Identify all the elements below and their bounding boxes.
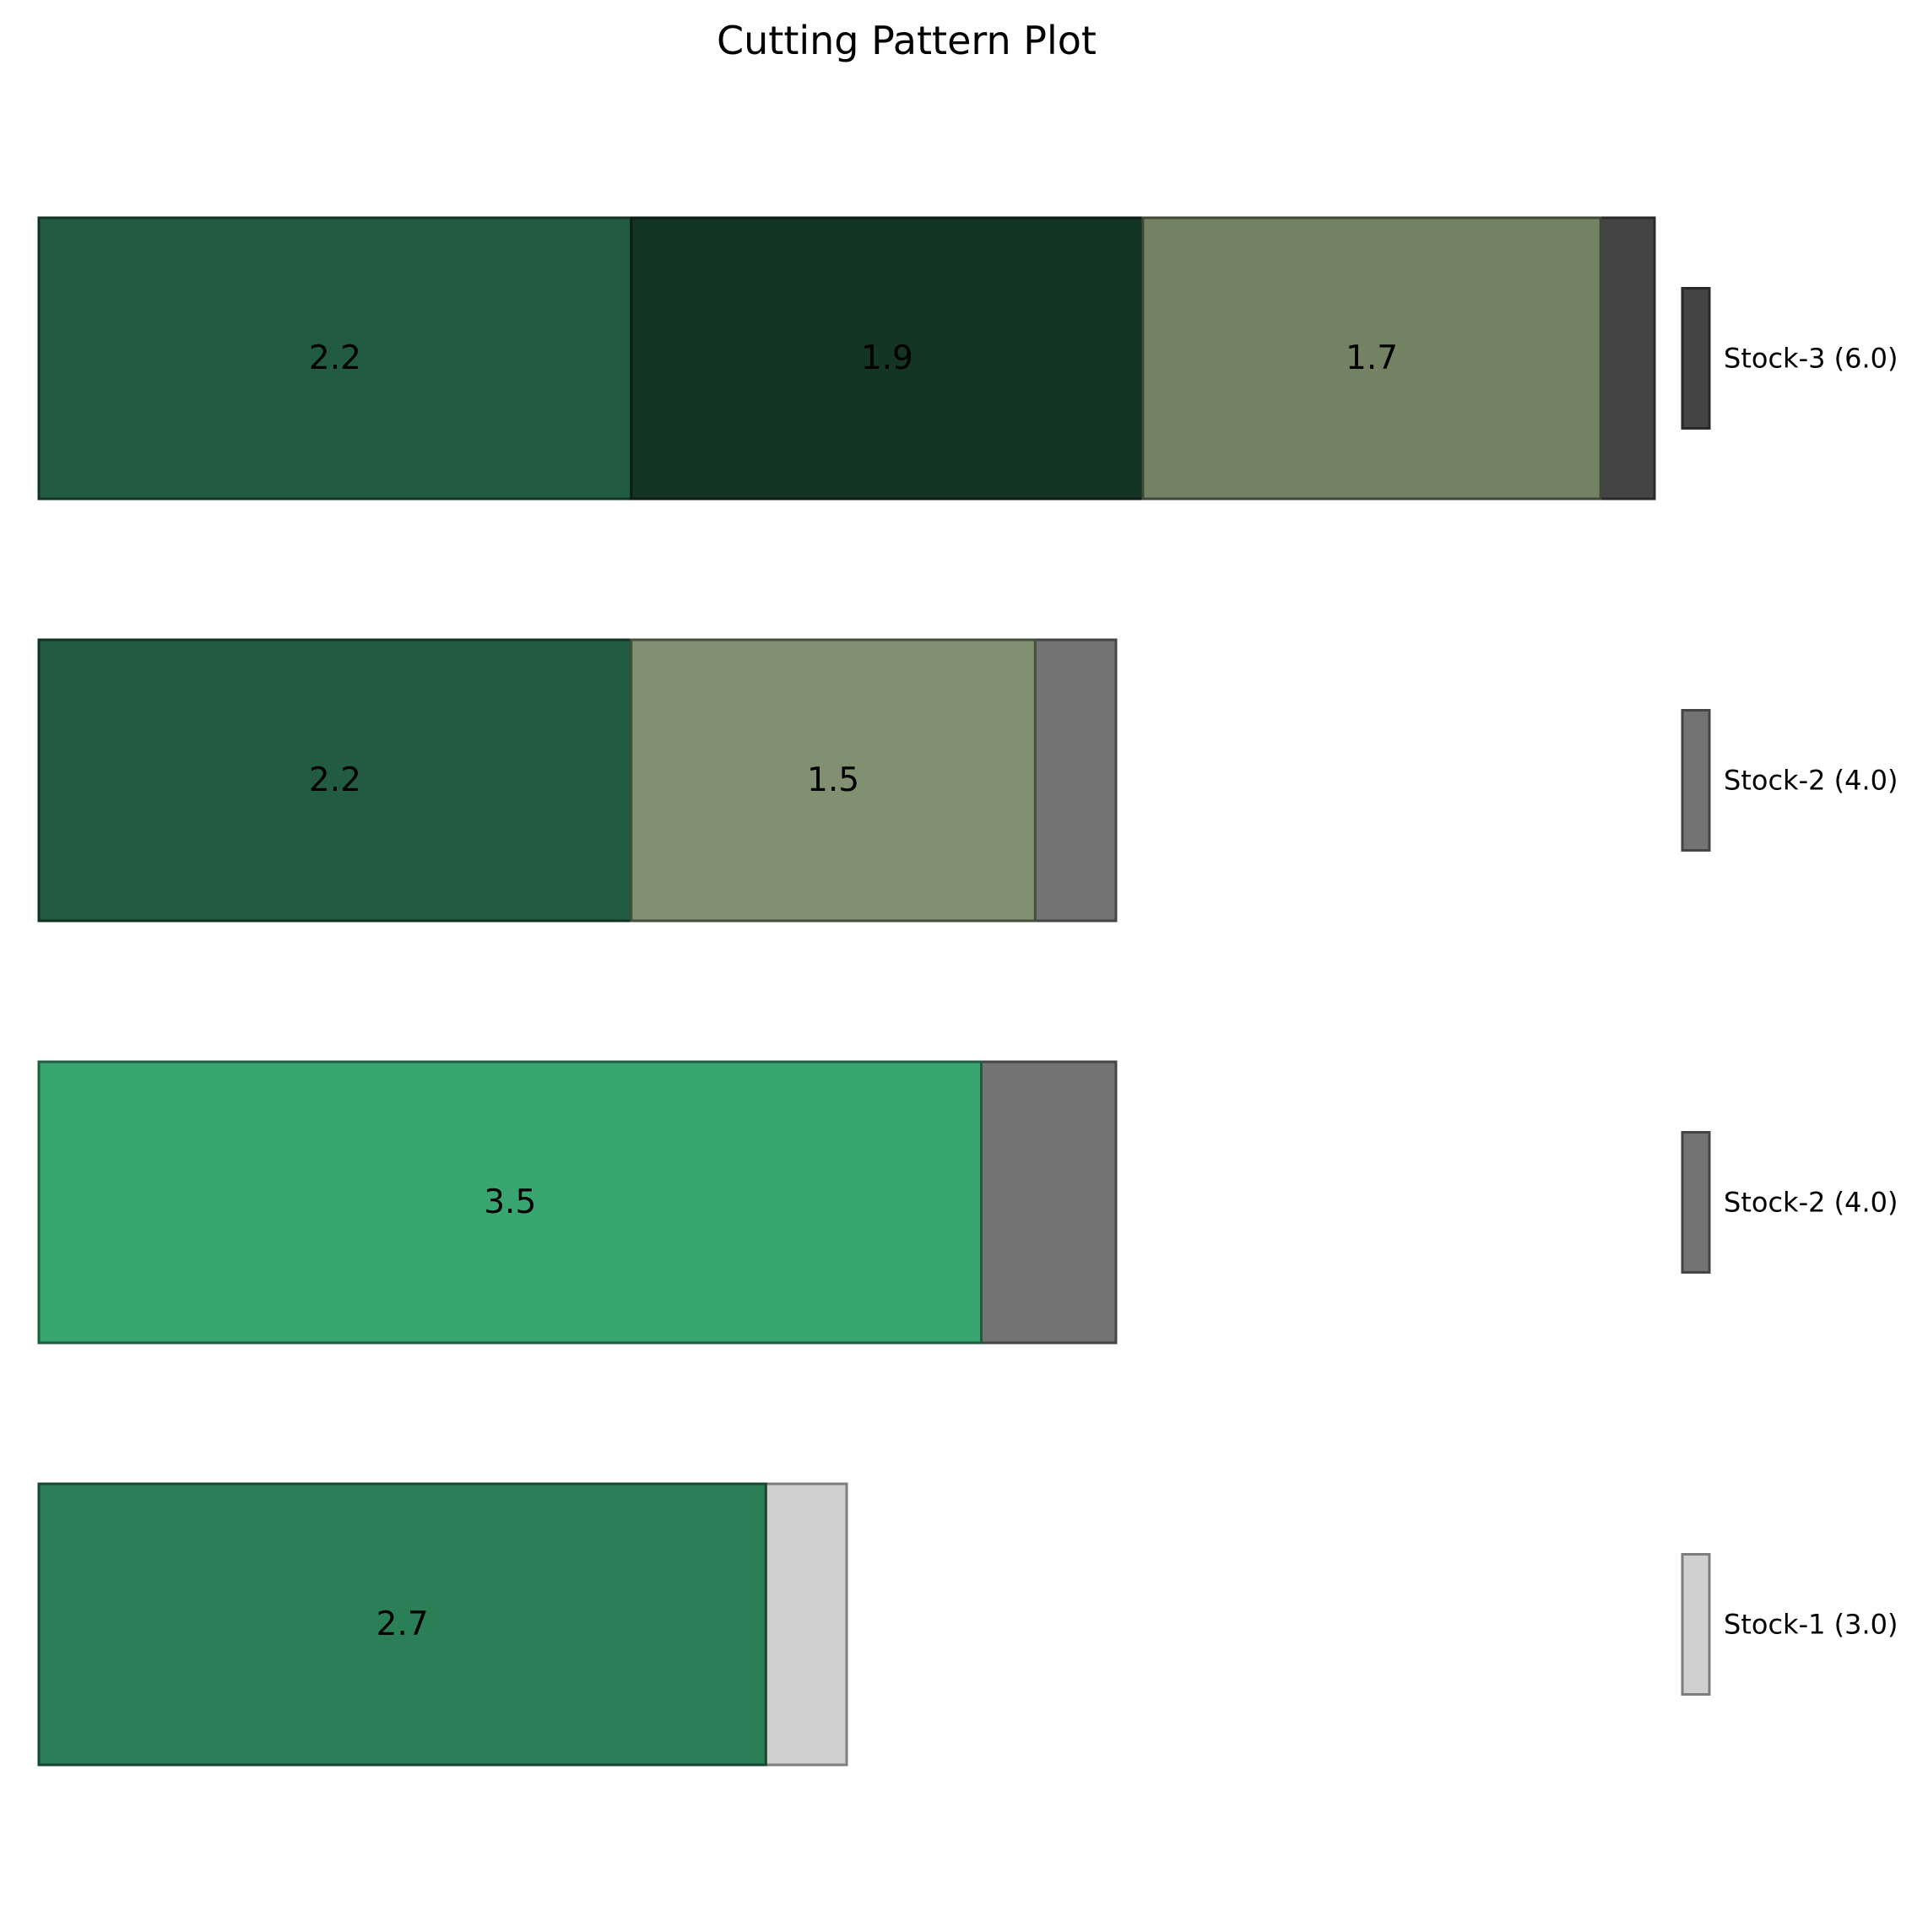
- piece-segment: [630, 216, 1145, 501]
- legend-entry: Stock-2 (4.0): [1681, 709, 1898, 852]
- legend-swatch: [1681, 709, 1711, 852]
- stock-bar-3: 3.5: [37, 1060, 1118, 1345]
- chart-title: Cutting Pattern Plot: [717, 18, 1097, 63]
- piece-segment: [37, 638, 633, 923]
- legend-entry: Stock-1 (3.0): [1681, 1553, 1898, 1696]
- legend-label: Stock-1 (3.0): [1724, 1609, 1898, 1641]
- piece-value-label: 2.7: [376, 1605, 429, 1643]
- legend-label: Stock-3 (6.0): [1724, 343, 1898, 375]
- piece-value-label: 1.9: [861, 339, 913, 377]
- legend-swatch: [1681, 1553, 1711, 1696]
- piece-value-label: 2.2: [309, 761, 361, 799]
- stock-bar-2: 2.2 1.5: [37, 638, 1118, 923]
- legend-swatch: [1681, 287, 1711, 430]
- piece-value-label: 1.5: [807, 761, 859, 799]
- legend-label: Stock-2 (4.0): [1724, 1187, 1898, 1219]
- piece-segment: [37, 1060, 983, 1345]
- piece-value-label: 1.7: [1346, 339, 1398, 377]
- piece-value-label: 2.2: [309, 339, 361, 377]
- legend-swatch: [1681, 1131, 1711, 1274]
- bars-layer: 2.2 1.9 1.7 2.2 1.5 3.5 2.7: [37, 216, 1656, 1767]
- legend-layer: Stock-3 (6.0) Stock-2 (4.0) Stock-2 (4.0) S…: [1681, 287, 1898, 1696]
- piece-value-label: 3.5: [484, 1183, 536, 1221]
- piece-segment: [630, 638, 1037, 923]
- piece-segment: [37, 216, 633, 501]
- legend-label: Stock-2 (4.0): [1724, 765, 1898, 797]
- legend-entry: Stock-2 (4.0): [1681, 1131, 1898, 1274]
- legend-entry: Stock-3 (6.0): [1681, 287, 1898, 430]
- stock-bar-4: 2.7: [37, 1482, 848, 1767]
- piece-segment: [37, 1482, 767, 1767]
- stock-bar-1: 2.2 1.9 1.7: [37, 216, 1656, 501]
- piece-segment: [1141, 216, 1602, 501]
